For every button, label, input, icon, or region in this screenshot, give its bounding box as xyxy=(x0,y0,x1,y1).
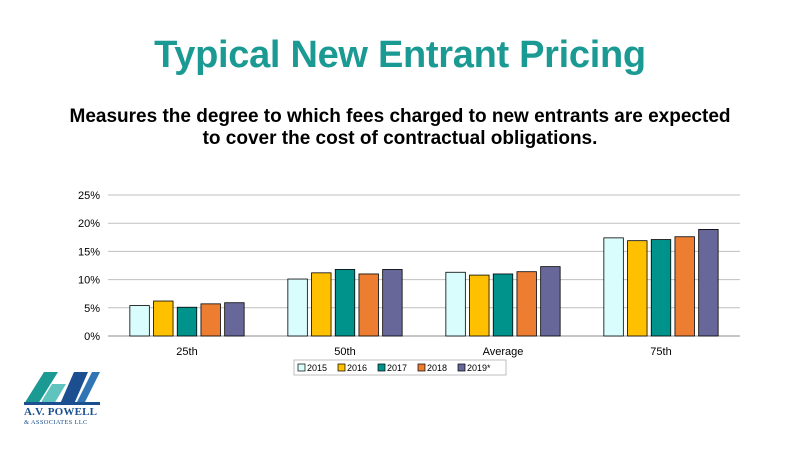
legend-label: 2016 xyxy=(347,363,367,373)
bar-2019-average xyxy=(540,266,561,337)
legend-box xyxy=(293,359,507,376)
x-tick-label: Average xyxy=(483,346,524,358)
bar-2016-75th xyxy=(627,240,648,337)
bar-2015-50th xyxy=(287,278,308,337)
company-logo-icon xyxy=(24,372,100,405)
y-tick-label: 10% xyxy=(78,275,100,287)
bar-2016-25th xyxy=(153,300,174,337)
x-tick-label: 50th xyxy=(334,346,355,358)
bar-2019-25th xyxy=(224,302,245,337)
bar-2016-50th xyxy=(311,272,332,337)
bar-2018-25th xyxy=(200,303,221,337)
bar-2017-50th xyxy=(334,269,356,337)
y-tick-label: 25% xyxy=(78,190,100,202)
bar-2018-75th xyxy=(674,236,695,337)
x-tick-label: 75th xyxy=(650,346,671,358)
logo-name: A.V. POWELL xyxy=(24,406,98,418)
bar-2015-75th xyxy=(603,237,624,337)
bar-2018-50th xyxy=(358,273,379,337)
legend-swatch xyxy=(457,363,466,372)
y-tick-label: 15% xyxy=(78,246,100,258)
legend-swatch xyxy=(417,363,426,372)
y-tick-label: 20% xyxy=(78,218,100,230)
bar-2017-25th xyxy=(176,306,198,337)
slide-title: Typical New Entrant Pricing xyxy=(154,34,646,76)
legend-swatch xyxy=(337,363,346,372)
bar-2015-average xyxy=(445,271,466,337)
bar-2017-average xyxy=(492,273,514,337)
bar-2019-75th xyxy=(698,229,719,337)
legend-swatch xyxy=(377,363,386,372)
bar-2018-average xyxy=(516,271,537,337)
legend-label: 2017 xyxy=(387,363,407,373)
x-tick-label: 25th xyxy=(176,346,197,358)
y-tick-label: 5% xyxy=(84,303,100,315)
bar-2017-75th xyxy=(650,239,672,337)
bar-2016-average xyxy=(469,274,490,337)
bar-2015-25th xyxy=(129,305,150,337)
legend-label: 2019* xyxy=(467,363,491,373)
y-tick-label: 0% xyxy=(84,331,100,343)
slide-subtitle: Measures the degree to which fees charge… xyxy=(69,106,731,149)
bar-2019-50th xyxy=(382,269,403,337)
legend-label: 2015 xyxy=(307,363,327,373)
legend-label: 2018 xyxy=(427,363,447,373)
legend-swatch xyxy=(297,363,306,372)
logo-subtitle: & ASSOCIATES LLC xyxy=(24,419,88,426)
